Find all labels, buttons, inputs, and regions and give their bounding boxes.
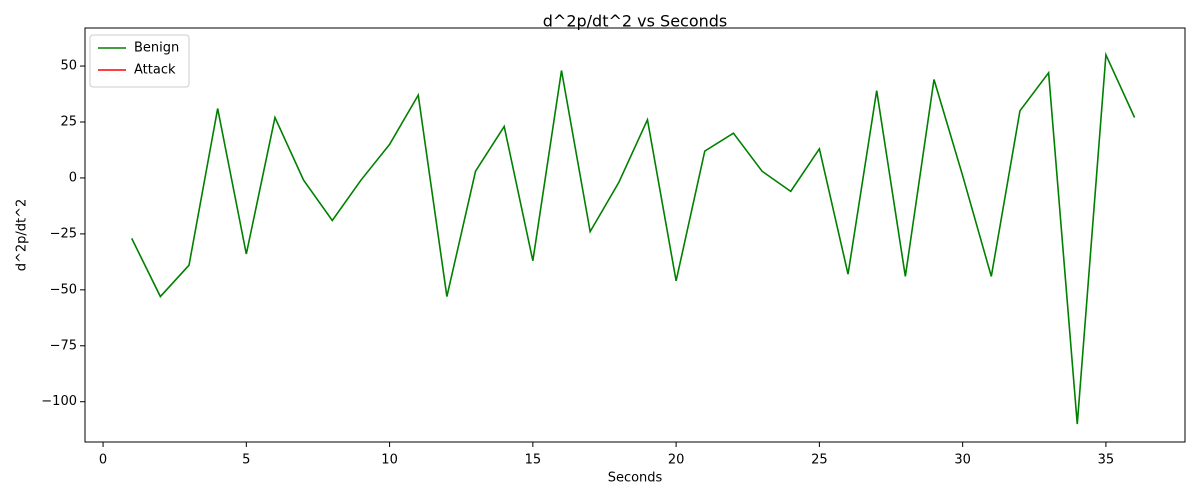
legend-label: Benign bbox=[134, 41, 179, 56]
chart-title: d^2p/dt^2 vs Seconds bbox=[543, 12, 728, 31]
y-axis-label: d^2p/dt^2 bbox=[15, 199, 30, 272]
x-tick-label: 0 bbox=[99, 453, 107, 468]
y-tick-label: −50 bbox=[50, 282, 77, 297]
y-tick-label: −100 bbox=[41, 394, 77, 409]
x-tick-label: 35 bbox=[1098, 453, 1115, 468]
x-tick-label: 25 bbox=[811, 453, 828, 468]
y-tick-label: 0 bbox=[69, 170, 77, 185]
x-axis-label: Seconds bbox=[608, 471, 663, 486]
y-tick-label: 50 bbox=[60, 59, 77, 74]
y-tick-label: −25 bbox=[50, 226, 77, 241]
legend-label: Attack bbox=[134, 63, 176, 78]
y-tick-label: 25 bbox=[60, 114, 77, 129]
plot-frame bbox=[84, 27, 1186, 443]
line-series bbox=[130, 51, 1136, 425]
y-tick-label: −75 bbox=[50, 338, 77, 353]
x-tick-label: 20 bbox=[668, 453, 685, 468]
x-tick-label: 10 bbox=[381, 453, 398, 468]
x-tick-label: 15 bbox=[525, 453, 542, 468]
x-tick-label: 30 bbox=[954, 453, 971, 468]
x-tick-label: 5 bbox=[242, 453, 250, 468]
